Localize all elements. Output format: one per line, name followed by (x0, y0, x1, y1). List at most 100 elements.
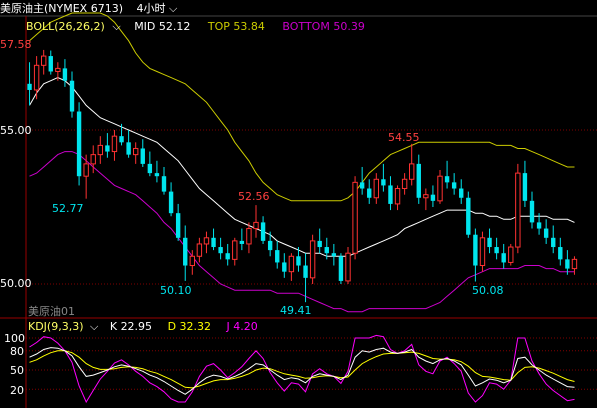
candle-body (62, 68, 68, 81)
candle-body (303, 265, 308, 278)
boll-top-line (29, 12, 575, 202)
candle-body (275, 250, 280, 263)
candle-body (408, 163, 415, 180)
candle-body (558, 247, 563, 260)
candle-body (317, 240, 322, 248)
instrument-title: 美原油主(NYMEX 6713) (0, 2, 123, 15)
boll-bottom-line (29, 151, 575, 313)
annotation-low-1: 52.77 (52, 202, 84, 215)
candle-body (501, 253, 506, 263)
k-label: K (109, 320, 118, 333)
candle-body (225, 253, 230, 260)
candle-body (282, 262, 287, 272)
candle-body (154, 173, 160, 177)
candle-body (416, 163, 421, 198)
annotation-low-4: 50.08 (472, 284, 504, 297)
candle-body (196, 243, 203, 257)
candle-body (27, 83, 32, 90)
candle-body (203, 237, 210, 245)
boll-name[interactable]: BOLL(26,26,2) (26, 20, 105, 33)
candle-body (55, 67, 61, 72)
candle-body (571, 258, 578, 270)
candle-body (487, 237, 492, 248)
candle-body (175, 213, 181, 238)
candle-body (33, 64, 40, 91)
annotation-high-left: 57.58 (0, 38, 32, 51)
bottom-value: 50.39 (333, 20, 365, 33)
annotation-low-2: 50.10 (160, 284, 192, 297)
j-value: 4.20 (233, 320, 258, 333)
window-title: 美原油主(NYMEX 6713) 4小时 ⌵ (0, 2, 177, 15)
candle-body (444, 176, 450, 183)
mid-label: MID (134, 20, 156, 33)
candle-body (515, 172, 521, 248)
candle-body (324, 247, 329, 254)
period-selector[interactable]: 4小时 (136, 2, 166, 15)
candle-body (494, 247, 499, 254)
candle-body (565, 259, 570, 269)
candle-body (338, 256, 344, 281)
candle-body (97, 144, 104, 156)
candle-body (90, 154, 96, 165)
price-axis-label: 55.00 (0, 124, 32, 137)
d-value: 32.32 (179, 320, 212, 333)
candle-body (183, 237, 188, 266)
kdj-j-line (29, 334, 575, 404)
boll-mid-line (29, 77, 575, 257)
candle-body (352, 181, 358, 254)
candle-body (111, 135, 118, 153)
candle-body (479, 237, 486, 267)
candle-body (536, 222, 542, 229)
candle-body (246, 228, 252, 245)
candle-body (239, 240, 245, 244)
chevron-down-icon[interactable]: ⌵ (169, 2, 178, 15)
price-axis-label: 50.00 (0, 277, 32, 290)
top-label: TOP (207, 20, 230, 33)
mid-value: 52.12 (158, 20, 191, 33)
kdj-axis-label: 50 (10, 364, 24, 377)
candle-body (466, 197, 471, 235)
top-value: 53.84 (233, 20, 265, 33)
kdj-legend: KDJ(9,3,3) ⌵ K 22.95 D 32.32 J 4.20 (28, 320, 258, 333)
candle-body (140, 148, 145, 164)
candle-body (401, 178, 408, 190)
candle-body (211, 237, 216, 248)
candlesticks[interactable] (27, 49, 578, 303)
kdj-axis-label: 100 (4, 332, 25, 345)
candle-body (381, 179, 386, 186)
candle-body (161, 176, 167, 192)
candle-body (373, 178, 380, 199)
candle-body (296, 256, 301, 266)
kdj-lines (29, 334, 575, 404)
candle-body (119, 136, 124, 143)
candle-body (473, 234, 478, 266)
boll-legend: BOLL(26,26,2) ⌵ MID 52.12 TOP 53.84 BOTT… (26, 20, 365, 33)
candle-body (168, 191, 174, 214)
annotation-peak-3: 54.55 (388, 131, 420, 144)
candle-body (394, 188, 401, 205)
annotation-low-3: 49.41 (280, 304, 312, 317)
candle-body (126, 142, 131, 155)
candle-body (359, 182, 365, 189)
kdj-name[interactable]: KDJ(9,3,3) (28, 320, 84, 333)
kdj-d-line (29, 350, 575, 389)
candle-body (529, 200, 535, 223)
candle-body (69, 80, 75, 112)
candle-body (260, 222, 266, 241)
candle-body (48, 56, 53, 72)
candle-body (430, 194, 436, 201)
candle-body (105, 145, 110, 152)
candle-body (388, 185, 393, 204)
d-label: D (167, 320, 177, 333)
candle-body (522, 173, 528, 201)
k-value: 22.95 (120, 320, 153, 333)
candle-body (83, 163, 89, 177)
candle-body (345, 252, 351, 282)
kdj-axis-label: 80 (10, 345, 24, 358)
grid-lines (0, 15, 597, 408)
candle-body (147, 163, 153, 174)
kdj-k-line (29, 347, 575, 395)
candle-body (508, 246, 514, 263)
candle-body (189, 255, 196, 267)
